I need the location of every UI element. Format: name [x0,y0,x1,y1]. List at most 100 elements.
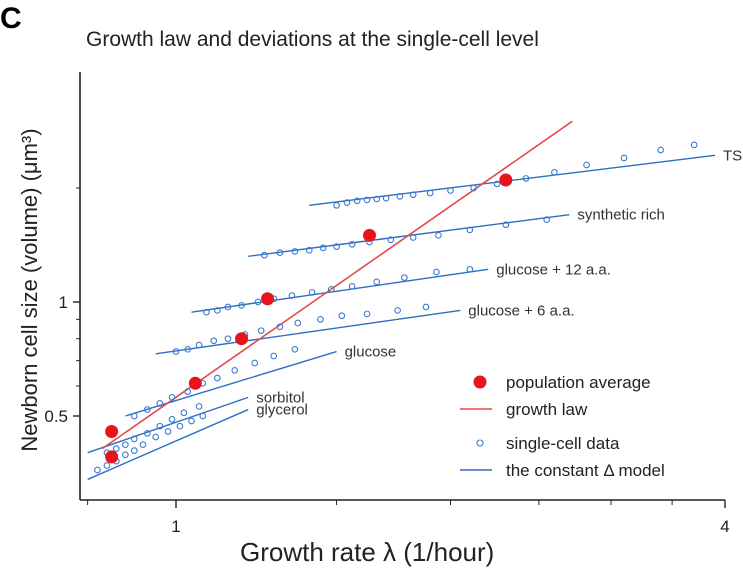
model-line [155,309,461,355]
chart-title: Growth law and deviations at the single-… [86,28,539,51]
population-average-point [235,332,249,346]
single-cell-point [291,345,299,353]
single-cell-point [543,216,551,223]
single-cell-point [195,341,203,349]
single-cell-point [143,429,151,437]
legend-label: growth law [506,400,588,419]
single-cell-point [231,366,239,374]
y-tick-label: 0.5 [44,407,68,426]
single-cell-point [470,184,477,192]
single-cell-point [394,307,401,314]
legend-red-dot-icon [473,375,487,389]
single-cell-point [333,243,340,251]
single-cell-point [210,337,218,345]
single-cell-point [156,399,164,407]
single-cell-point [338,312,346,320]
x-tick-label: 1 [171,517,180,536]
single-cell-point [522,175,530,182]
axes: 0.5 1 1 4 [44,72,730,536]
single-cell-point [291,248,299,255]
model-lines [87,154,716,481]
single-cell-point [130,412,138,420]
model-line [87,396,249,454]
single-cell-point [387,236,395,244]
single-cell-point [466,226,474,234]
single-cell-point [203,308,210,316]
population-average-point [261,292,275,306]
condition-label: glycerol [256,402,308,419]
single-cell-point [433,268,440,276]
single-cell-point [168,415,176,423]
single-cell-point [195,403,203,410]
single-cell-point [130,435,138,443]
single-cell-point [94,466,101,474]
x-axis-label: Growth rate λ (1/hour) [240,537,495,567]
legend-blue-circle-icon [476,439,484,447]
single-cell-point [188,417,195,425]
single-cell-point [333,201,340,209]
population-average-point [362,228,376,242]
population-average-point [499,173,513,187]
single-cell-point [363,310,371,318]
single-cell-point [143,406,151,413]
single-cell-point [224,303,232,311]
single-cell-point [343,199,351,206]
single-cell-point [353,197,361,205]
single-cell-point [305,246,313,254]
single-cell-point [583,161,590,169]
single-cell-point [348,240,356,248]
single-cell-point [103,462,111,469]
single-cell-point [288,292,296,299]
single-cell-point [294,319,302,327]
single-cell-point [257,327,265,335]
single-cell-point [363,196,371,204]
single-cell-point [276,249,284,256]
single-cell-point [122,451,129,459]
single-cell-point [130,447,138,455]
single-cell-point [409,234,417,241]
single-cell-point [690,141,698,149]
single-cell-point [327,285,335,293]
single-cell-point [348,282,356,290]
single-cell-point [184,345,192,353]
condition-label: glucose + 6 a.a. [468,302,574,319]
single-cell-point [426,189,434,197]
legend-label: population average [506,373,651,392]
single-cell-point [382,194,390,202]
single-cell-point [213,374,221,382]
growth-law-line [101,120,573,450]
population-average-point [105,450,119,464]
single-cell-point [401,274,408,281]
single-cell-points [94,141,698,474]
single-cell-point [152,433,160,441]
x-tick-label: 4 [720,517,729,536]
single-cell-point [172,348,180,355]
legend-label: the constant Δ model [506,461,665,480]
single-cell-point [184,388,192,395]
population-average-points [105,173,513,464]
single-cell-point [224,335,232,343]
single-cell-point [657,146,664,154]
single-cell-point [168,394,176,401]
single-cell-point [396,193,404,200]
condition-label: glucose [345,344,397,361]
single-cell-point [373,195,381,203]
single-cell-point [122,441,129,449]
single-cell-point [238,301,245,309]
condition-label: TSB [723,147,743,164]
single-cell-point [254,298,262,306]
model-line [191,268,489,313]
single-cell-point [409,191,417,199]
single-cell-point [319,244,327,252]
single-cell-point [620,154,628,162]
single-cell-point [276,323,284,331]
population-average-point [105,425,119,439]
single-cell-point [447,187,454,194]
single-cell-point [112,445,120,452]
legend: population average growth law single-cell … [460,373,665,480]
single-cell-point [199,412,207,420]
single-cell-point [251,359,259,367]
panel-letter: C [0,2,22,35]
